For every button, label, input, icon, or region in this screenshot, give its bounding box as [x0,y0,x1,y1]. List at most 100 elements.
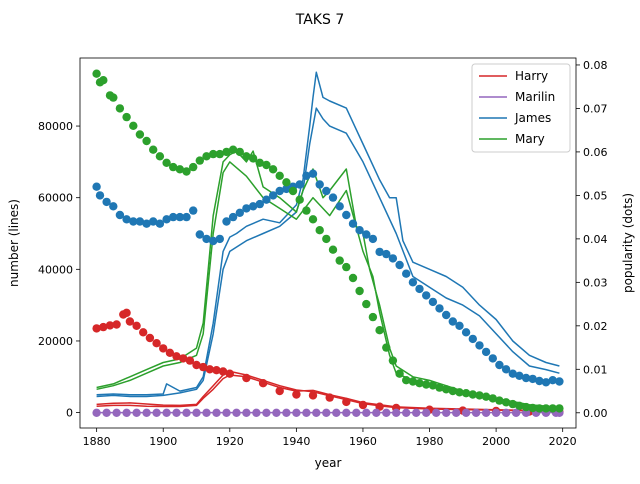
dot-mary [282,178,291,187]
dot-harry [159,344,168,353]
dot-marilin [202,408,211,417]
dot-marilin [262,408,271,417]
dot-mary [382,343,391,352]
dots-harry [92,308,564,417]
dot-harry [152,339,161,348]
dot-james [209,236,218,246]
dot-mary [228,145,238,154]
dot-james [335,202,344,211]
dot-james [129,217,138,226]
chart-legend: Harry Marilin James Mary [471,63,571,153]
dot-mary [295,195,304,204]
dot-harry [185,356,195,365]
dot-mary [302,206,311,215]
dot-james [555,377,564,386]
dot-mary [521,402,531,412]
dot-mary [135,130,145,139]
dot-james [475,341,484,350]
dot-mary [308,215,318,224]
dot-james [468,334,477,344]
y-tick-label-right: 0.08 [583,59,608,72]
dot-mary [362,299,371,309]
dot-mary [415,379,424,388]
y-tick-label-left: 40000 [38,263,73,276]
dot-james [481,347,491,357]
dot-james [382,249,391,259]
dot-marilin [302,408,311,417]
y-tick-label-left: 0 [66,407,73,420]
dot-james [495,360,504,370]
y-tick-label-right: 0.00 [583,407,608,420]
dot-james [355,226,364,235]
x-tick-label: 2000 [482,435,510,448]
dot-mary [375,326,384,335]
dot-mary [541,404,551,413]
dot-mary [175,165,185,174]
dot-james [255,199,264,209]
dot-harry [139,328,148,337]
dot-marilin [282,408,291,417]
dot-james [235,208,244,217]
dot-mary [495,396,504,405]
dot-mary [162,158,171,167]
dot-marilin [332,408,341,417]
dot-mary [322,234,331,244]
dot-james [155,219,165,228]
dot-mary [548,404,557,413]
dot-marilin [172,408,181,417]
dot-marilin [442,408,451,417]
dot-mary [395,369,404,378]
chart-title: TAKS 7 [295,12,344,28]
dot-james [322,186,331,196]
x-tick-label: 1880 [83,435,111,448]
dot-marilin [182,408,191,417]
dot-james [302,171,311,180]
y-tick-label-right: 0.05 [583,189,608,202]
dot-james [202,234,211,244]
dot-james [95,191,105,200]
x-tick-label: 2020 [549,435,577,448]
dot-james [541,378,551,387]
dot-james [282,184,291,194]
dot-james [308,169,318,178]
dot-james [408,278,418,287]
dots-mary [92,69,564,413]
dot-mary [348,273,358,283]
dot-marilin [162,408,171,417]
dot-james [195,230,204,239]
dot-marilin [452,408,461,417]
dot-mary [442,385,451,394]
dot-mary [461,389,471,398]
dot-harry [292,390,301,399]
dot-mary [481,392,491,401]
dot-harry [205,365,214,374]
dot-mary [248,154,258,163]
dot-marilin [312,408,321,417]
dot-mary [448,386,457,396]
y-tick-label-right: 0.03 [583,276,608,289]
dot-mary [528,403,537,413]
dot-mary [501,398,511,407]
dot-james [422,291,431,300]
dot-james [388,254,398,263]
dot-marilin [382,408,391,417]
dot-marilin [132,408,141,417]
dot-james [182,212,191,222]
dot-marilin [322,408,331,417]
dot-marilin [92,408,101,417]
dot-marilin [232,408,241,417]
dot-mary [235,147,244,157]
dot-mary [242,152,251,161]
dot-james [92,182,101,191]
dot-james [102,197,111,207]
y-tick-label-right: 0.07 [583,102,608,115]
dot-marilin [102,408,111,417]
legend-label-james: James [514,111,551,125]
legend-label-mary: Mary [515,132,545,146]
x-tick-label: 1960 [349,435,377,448]
dot-harry [218,367,228,376]
dot-harry [172,352,181,361]
dot-mary [288,186,298,196]
dot-mary [115,104,125,113]
